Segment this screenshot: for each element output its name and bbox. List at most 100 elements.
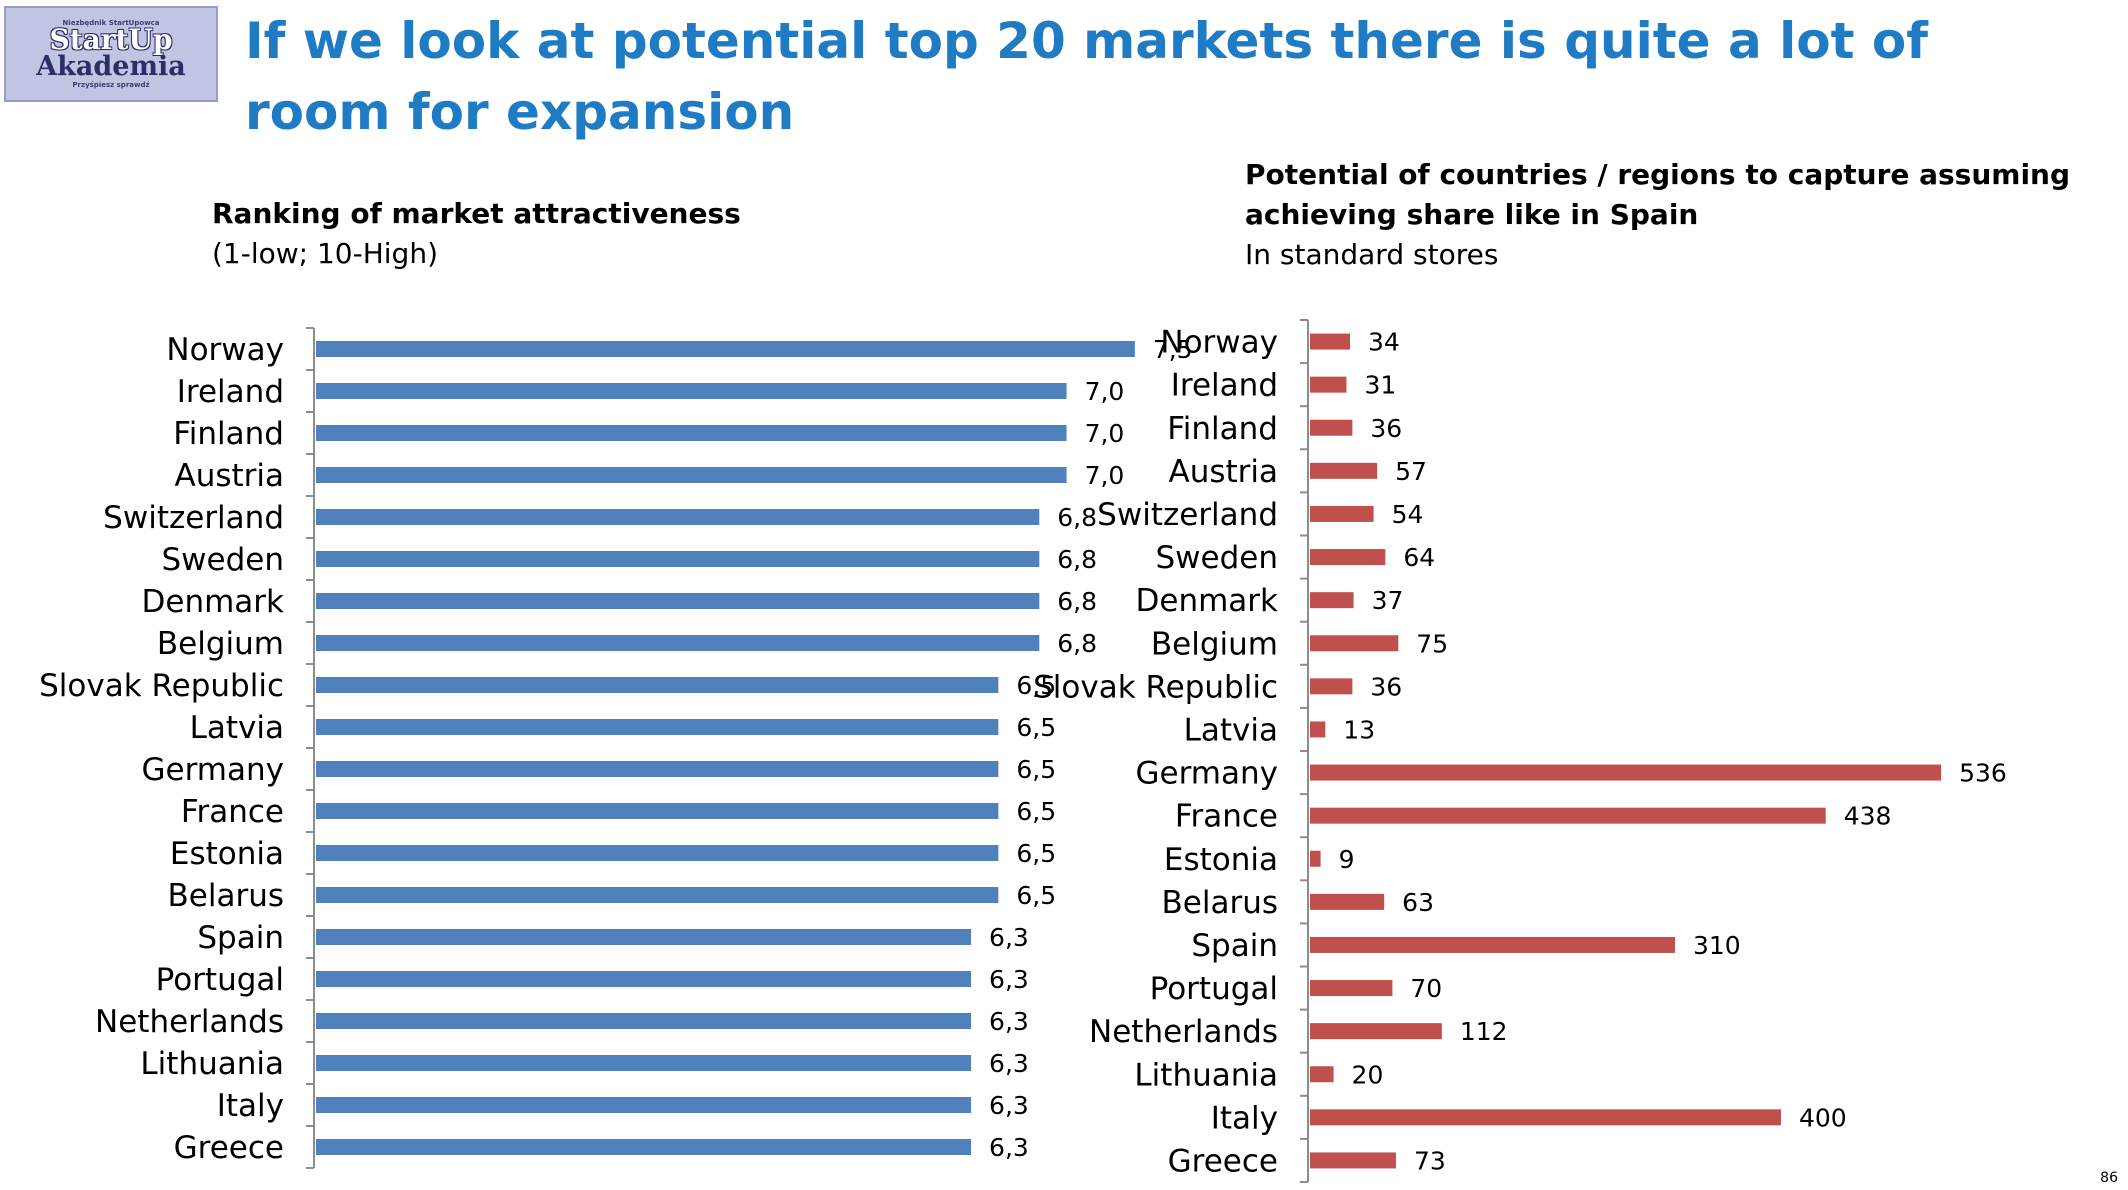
attractiveness-value-label: 6,5 [1016,755,1056,784]
potential-bar [1310,462,1378,479]
potential-value-label: 54 [1392,500,1424,529]
attractiveness-value-label: 7,0 [1085,461,1125,490]
potential-value-label: 438 [1844,802,1892,831]
potential-bar [1310,807,1826,824]
potential-value-label: 9 [1339,845,1355,874]
attractiveness-category-label: Latvia [190,710,284,746]
attractiveness-bar [316,971,972,987]
attractiveness-category-label: Portugal [156,962,284,998]
attractiveness-value-label: 6,5 [1016,839,1056,868]
attractiveness-value-label: 6,5 [1016,713,1056,742]
attractiveness-value-label: 6,3 [989,923,1029,952]
potential-value-label: 37 [1372,586,1404,615]
attractiveness-value-label: 6,8 [1057,587,1097,616]
slide-title: If we look at potential top 20 markets t… [245,12,1929,141]
potential-value-label: 57 [1395,457,1427,486]
attractiveness-category-label: Finland [173,416,284,452]
attractiveness-value-label: 7,5 [1153,335,1193,364]
potential-bar [1310,376,1347,393]
attractiveness-bar [316,929,972,945]
potential-bar [1310,592,1354,609]
attractiveness-category-label: Spain [197,920,284,956]
potential-bar [1310,678,1353,695]
attractiveness-bar [316,1139,972,1155]
attractiveness-bar [316,551,1040,567]
potential-bar [1310,1152,1396,1169]
attractiveness-bar [316,845,999,861]
attractiveness-bar [316,425,1067,441]
potential-bar [1310,936,1675,953]
attractiveness-bar [316,635,1040,651]
potential-value-label: 112 [1460,1017,1508,1046]
potential-bar [1310,1066,1334,1083]
logo-top-text: Niezbędnik StartUpowca [62,19,160,27]
potential-category-label: Denmark [1136,583,1279,619]
potential-bar [1310,333,1351,350]
attractiveness-bar [316,1055,972,1071]
attractiveness-bar [316,1013,972,1029]
potential-value-label: 64 [1403,543,1435,572]
attractiveness-category-label: Slovak Republic [39,668,284,704]
potential-bar [1310,505,1374,522]
potential-category-label: Latvia [1184,712,1278,748]
potential-value-label: 70 [1410,974,1442,1003]
attractiveness-value-label: 6,8 [1057,629,1097,658]
potential-category-label: Austria [1168,454,1278,490]
attractiveness-category-label: Belgium [157,626,284,662]
attractiveness-bar [316,887,999,903]
attractiveness-bar [316,1097,972,1113]
attractiveness-value-label: 7,0 [1085,377,1125,406]
attractiveness-category-label: Switzerland [103,500,284,536]
attractiveness-category-label: France [181,794,284,830]
potential-category-label: Lithuania [1134,1057,1278,1093]
attractiveness-category-label: Greece [174,1130,284,1166]
potential-category-label: Sweden [1155,540,1278,576]
potential-value-label: 31 [1365,371,1397,400]
potential-bar [1310,419,1353,436]
potential-bar [1310,893,1385,910]
potential-category-label: Portugal [1150,971,1278,1007]
right-chart-title-line2: achieving share like in Spain [1245,198,1699,231]
attractiveness-bar-chart: Norway 7,5 Ireland 7,0 Finland 7,0 Austria 7,0 S… [39,327,1193,1169]
attractiveness-value-label: 6,3 [989,1049,1029,1078]
potential-value-label: 400 [1799,1103,1847,1132]
potential-category-label: Italy [1211,1100,1278,1136]
potential-category-label: Spain [1191,928,1278,964]
attractiveness-bar [316,341,1135,357]
potential-category-label: Estonia [1164,842,1278,878]
attractiveness-category-label: Austria [174,458,284,494]
attractiveness-bar [316,761,999,777]
left-chart-subtitle: (1-low; 10-High) [212,237,438,270]
attractiveness-category-label: Denmark [142,584,285,620]
potential-value-label: 536 [1959,759,2007,788]
potential-value-label: 34 [1368,328,1400,357]
potential-value-label: 13 [1343,715,1375,744]
potential-value-label: 36 [1370,414,1402,443]
left-chart-header: Ranking of market attractiveness (1-low;… [212,194,741,274]
potential-bar [1310,764,1942,781]
potential-category-label: France [1175,799,1278,835]
potential-bar [1310,850,1321,867]
potential-bar [1310,721,1326,738]
attractiveness-value-label: 6,5 [1016,797,1056,826]
attractiveness-category-label: Lithuania [140,1046,284,1082]
attractiveness-category-label: Norway [166,332,284,368]
right-chart-header: Potential of countries / regions to capt… [1245,155,2070,275]
right-chart-title-line1: Potential of countries / regions to capt… [1245,158,2071,191]
attractiveness-value-label: 7,0 [1085,419,1125,448]
potential-category-label: Norway [1160,325,1278,361]
attractiveness-bar [316,383,1067,399]
attractiveness-category-label: Netherlands [95,1004,284,1040]
potential-bar [1310,635,1399,652]
potential-bar [1310,980,1393,997]
attractiveness-bar [316,803,999,819]
potential-value-label: 73 [1414,1146,1446,1175]
attractiveness-value-label: 6,3 [989,1133,1029,1162]
attractiveness-value-label: 6,5 [1016,671,1056,700]
potential-value-label: 310 [1693,931,1741,960]
attractiveness-value-label: 6,3 [989,1007,1029,1036]
attractiveness-bar [316,467,1067,483]
potential-category-label: Ireland [1171,368,1278,404]
attractiveness-bar [316,593,1040,609]
